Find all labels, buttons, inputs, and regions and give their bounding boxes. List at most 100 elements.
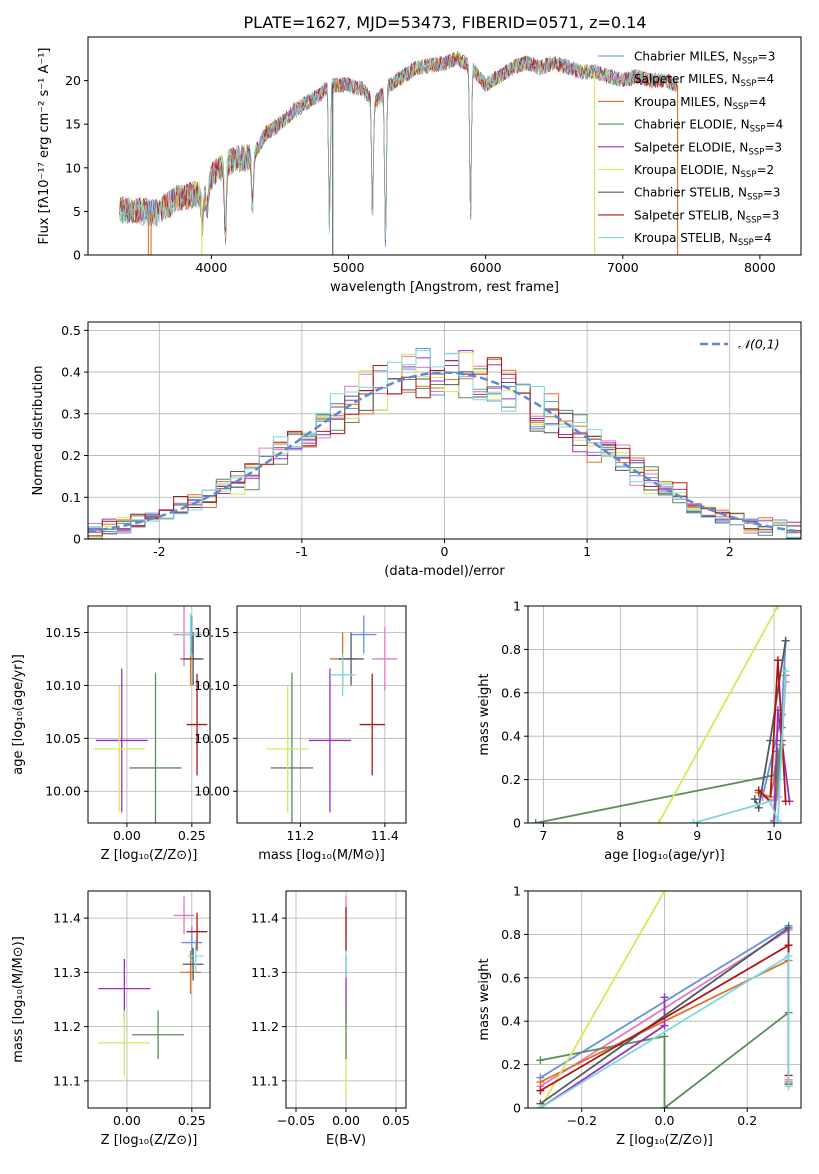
legend-subscript: SSP (742, 57, 758, 67)
x-tick-label: 0.25 (178, 1113, 206, 1128)
legend-count: =3 (763, 186, 781, 200)
x-tick-label: 9 (693, 828, 701, 843)
x-tick-label: 5000 (333, 260, 365, 275)
axes-frame (87, 321, 802, 540)
axes-frame (527, 890, 802, 1109)
y-tick-label: 0.6 (501, 970, 521, 985)
spectrum-line-salpeter-stelib (119, 52, 678, 235)
legend-subscript: SSP (750, 125, 766, 135)
y-tick-label: 0 (513, 816, 521, 831)
weight-point (536, 1077, 545, 1086)
legend-label-gaussian: 𝒩(0,1) (738, 337, 780, 352)
weight-line (540, 1011, 790, 1108)
weight-point (781, 667, 790, 676)
spectrum-line-kroupa-stelib (119, 55, 678, 241)
legend-count: =3 (764, 140, 782, 154)
y-tick-label: 0 (513, 1101, 521, 1116)
y-tick-label: 0.5 (61, 323, 81, 338)
weight-point (766, 797, 775, 806)
errorbar-salpeter-stelib (359, 673, 385, 776)
x-axis-label: wavelength [Angstrom, rest frame] (330, 280, 559, 295)
axes-frame (87, 36, 802, 256)
legend-label-salpeter-stelib: Salpeter STELIB, NSSP=3 (634, 208, 779, 225)
plot-area (88, 348, 801, 539)
weight-point (660, 993, 669, 1002)
weight-point (773, 656, 782, 665)
y-tick-label: 0.4 (61, 365, 81, 380)
x-tick-label: 2 (726, 544, 734, 559)
plot-area (531, 606, 794, 823)
residual-histogram-panel: -2 -1 0 1 2 0 0.1 0.2 0.3 0.4 0.5 (data-model)/erro… (31, 321, 802, 579)
y-tick-label: 5 (73, 204, 81, 219)
weight-point (531, 819, 540, 823)
weight-point (784, 941, 793, 950)
legend-count: =4 (749, 95, 767, 109)
weight-point (660, 1104, 669, 1108)
x-tick-label: 11.4 (371, 828, 399, 843)
errorbar-kroupa-elodie (266, 685, 309, 813)
weight-line (773, 710, 791, 821)
x-axis-label: Z [log₁₀(Z/Z⊙)] (616, 1133, 713, 1148)
legend-subscript: SSP (746, 215, 762, 225)
x-tick-label: 6000 (470, 260, 502, 275)
weight-point (754, 786, 763, 795)
y-tick-label: 0.4 (501, 1014, 521, 1029)
legend-label-chabrier-elodie: Chabrier ELODIE, NSSP=4 (634, 118, 783, 135)
y-tick-label: 0.6 (501, 685, 521, 700)
errorbar-kroupa-elodie (98, 1010, 151, 1076)
y-axis-label: age [log₁₀(age/yr)] (11, 654, 26, 775)
mass-weight-vs-metallicity-panel: −0.2 0.0 0.2 0 0.2 0.4 0.6 0.8 1 Z [log₁₀(Z/Z⊙)] m… (477, 884, 802, 1148)
legend-subscript: SSP (733, 102, 749, 112)
y-tick-label: 10.10 (45, 678, 81, 693)
mass-vs-metallicity-panel: 0.00 0.25 11.1 11.2 11.3 11.4 Z [log₁₀(Z/Z⊙)] m… (11, 890, 211, 1148)
errorbar-salpeter-miles (173, 896, 195, 935)
errorbar-kroupa-stelib (180, 613, 201, 656)
y-tick-label: 0.2 (501, 772, 521, 787)
y-tick-label: 10.05 (194, 731, 230, 746)
weight-point (536, 1056, 545, 1065)
weight-point (660, 891, 669, 895)
y-tick-label: 11.4 (53, 911, 81, 926)
axes-frame (285, 890, 407, 1109)
y-tick-label: 11.2 (53, 1019, 81, 1034)
y-tick-label: 0.1 (61, 490, 81, 505)
x-axis-label: mass [log₁₀(M/M⊙)] (258, 848, 385, 863)
legend-label-kroupa-elodie: Kroupa ELODIE, NSSP=2 (634, 163, 774, 180)
x-tick-label: 10 (766, 828, 782, 843)
y-tick-label: 10.10 (194, 678, 230, 693)
age-vs-metallicity-panel: 0.00 0.25 10.00 10.05 10.10 10.15 Z [log₁₀(Z/Z… (11, 605, 211, 863)
weight-point (781, 636, 790, 645)
errorbar-kroupa-miles (180, 950, 201, 995)
x-tick-label: 0.0 (655, 1113, 675, 1128)
x-tick-label: 0.25 (178, 828, 206, 843)
y-tick-label: 0 (73, 248, 81, 263)
errorbar-chabrier-stelib (182, 947, 204, 981)
y-tick-label: 0.8 (501, 927, 521, 942)
x-tick-label: 1 (583, 544, 591, 559)
weight-point (654, 819, 663, 823)
weight-series-kroupa-elodie (536, 891, 669, 1108)
spectrum-panel: 4000 5000 6000 7000 8000 0 5 10 15 20 wavelength [… (37, 36, 802, 295)
y-tick-label: 10.05 (45, 731, 81, 746)
legend-subscript: SSP (741, 79, 757, 89)
weight-line (693, 671, 787, 823)
x-axis-label: age [log₁₀(age/yr)] (604, 848, 725, 863)
errorbar-salpeter-stelib (186, 912, 208, 951)
errorbar-chabrier-elodie (129, 672, 182, 823)
x-axis-label: (data-model)/error (384, 564, 505, 579)
x-tick-label: -2 (153, 544, 165, 559)
x-tick-label: 0.00 (332, 1113, 360, 1128)
legend-label-salpeter-elodie: Salpeter ELODIE, NSSP=3 (634, 140, 782, 157)
plot-area (98, 896, 208, 1076)
weight-point (773, 606, 782, 610)
errorbar-chabrier-miles (351, 615, 377, 654)
x-tick-label: 0.2 (737, 1113, 757, 1128)
y-tick-label: 0.2 (61, 448, 81, 463)
y-tick-label: 0.8 (501, 642, 521, 657)
y-tick-label: 10.00 (45, 784, 81, 799)
weight-point (689, 819, 698, 823)
y-tick-label: 0 (73, 532, 81, 547)
weight-line (754, 640, 787, 811)
plot-area (266, 615, 398, 823)
